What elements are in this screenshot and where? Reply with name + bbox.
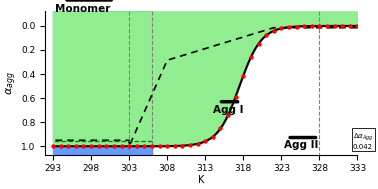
Point xyxy=(240,74,246,77)
Point xyxy=(309,25,315,28)
Point xyxy=(210,135,216,138)
Point xyxy=(88,145,94,148)
Point xyxy=(217,127,223,130)
Point xyxy=(271,29,277,32)
Point xyxy=(233,95,239,98)
Text: Agg II: Agg II xyxy=(284,140,319,150)
Point xyxy=(57,145,64,148)
Point xyxy=(172,144,178,147)
Point xyxy=(225,114,231,117)
Point xyxy=(111,145,117,148)
Point xyxy=(73,145,79,148)
Point xyxy=(180,144,186,147)
Point xyxy=(278,27,284,30)
Point xyxy=(316,24,322,27)
X-axis label: K: K xyxy=(198,175,204,185)
Text: Monomer: Monomer xyxy=(55,4,110,14)
Point xyxy=(256,42,262,45)
Y-axis label: $\alpha_{agg}$: $\alpha_{agg}$ xyxy=(4,71,19,95)
Point xyxy=(50,145,56,148)
Point xyxy=(81,145,87,148)
Point xyxy=(347,24,353,27)
Point xyxy=(286,26,292,29)
Point xyxy=(119,145,125,148)
Point xyxy=(156,145,163,148)
Point xyxy=(195,142,201,145)
Point xyxy=(301,25,307,28)
Point xyxy=(332,24,338,27)
Point xyxy=(96,145,102,148)
Point xyxy=(339,24,345,27)
Point xyxy=(103,145,109,148)
Point xyxy=(65,145,71,148)
Point xyxy=(248,56,254,59)
Point xyxy=(187,143,193,146)
Point xyxy=(324,24,330,27)
Point xyxy=(294,25,300,28)
Point xyxy=(263,34,269,37)
Text: $\Delta\alpha_{Agg}$
0.042: $\Delta\alpha_{Agg}$ 0.042 xyxy=(353,132,373,150)
Point xyxy=(164,145,170,148)
Point xyxy=(134,145,140,148)
Point xyxy=(141,145,147,148)
Point xyxy=(126,145,132,148)
Text: Agg I: Agg I xyxy=(213,105,243,115)
Point xyxy=(202,140,208,143)
Point xyxy=(149,145,155,148)
Point xyxy=(355,24,361,27)
